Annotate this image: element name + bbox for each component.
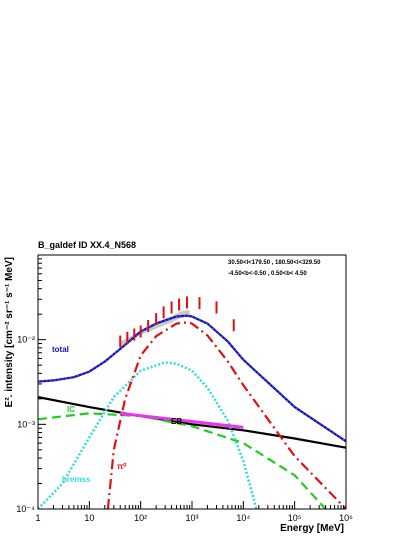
x-tick-label: 1 <box>35 513 40 523</box>
x-axis-label: Energy [MeV] <box>280 523 344 534</box>
x-tick-label: 10⁴ <box>236 513 250 523</box>
chart-title: B_galdef ID XX.4_N568 <box>38 240 136 250</box>
x-tick-label: 10⁵ <box>288 513 302 523</box>
series-label-ic: IC <box>67 405 75 414</box>
x-tick-label: 10² <box>134 513 147 523</box>
x-tick-label: 10 <box>84 513 94 523</box>
region-label-longitude: 30.50<l<179.50 , 180.50<l<329.50 <box>228 260 321 266</box>
y-axis-label: E². intensity [cm⁻² sr⁻¹ s⁻¹ MeV] <box>4 257 15 407</box>
x-axis: 1 10 10² 10³ 10⁴ 10⁵ 10⁶ <box>35 501 353 523</box>
series-label-bremss: bremss <box>62 475 91 484</box>
uncertainty-band <box>120 309 190 347</box>
y-tick-label: 10⁻³ <box>17 419 35 429</box>
y-axis: 10⁻⁴ 10⁻³ 10⁻² <box>16 254 46 514</box>
series-line-pi0 <box>106 321 346 509</box>
series-line-ic <box>38 412 327 509</box>
y-tick-label: 10⁻² <box>17 335 35 345</box>
x-tick-label: 10³ <box>185 513 198 523</box>
plot-frame <box>37 254 347 510</box>
series-line-bremss <box>38 361 258 509</box>
series-label-eb: EB <box>171 417 182 426</box>
series-line-total-model <box>38 315 346 442</box>
series-label-total: total <box>52 345 69 354</box>
series-label-pi0: π⁰ <box>117 462 127 471</box>
plot-area <box>38 296 346 509</box>
highlight-segment <box>120 411 244 429</box>
y-tick-label: 10⁻⁴ <box>16 504 35 514</box>
series-line-eb <box>38 396 346 449</box>
region-label-latitude: -4.50<b<-0.50 , 0.50<b< 4.50 <box>228 271 307 277</box>
x-tick-label: 10⁶ <box>339 513 353 523</box>
